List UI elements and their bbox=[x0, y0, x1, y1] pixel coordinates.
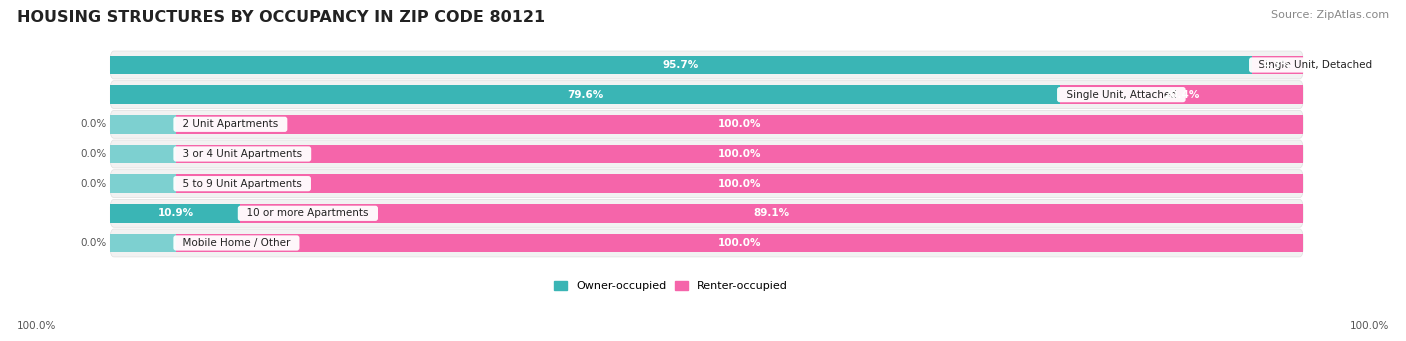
Text: 89.1%: 89.1% bbox=[754, 208, 790, 218]
Bar bbox=[1060, 86, 1303, 104]
Bar bbox=[111, 175, 176, 193]
Text: 100.0%: 100.0% bbox=[17, 321, 56, 331]
FancyBboxPatch shape bbox=[110, 229, 1303, 257]
Text: 100.0%: 100.0% bbox=[1350, 321, 1389, 331]
Bar bbox=[176, 234, 1303, 252]
Text: 2 Unit Apartments: 2 Unit Apartments bbox=[176, 119, 285, 129]
Bar bbox=[176, 175, 1303, 193]
Bar bbox=[111, 86, 1060, 104]
Text: 10.9%: 10.9% bbox=[157, 208, 194, 218]
Text: 0.0%: 0.0% bbox=[80, 179, 107, 189]
Legend: Owner-occupied, Renter-occupied: Owner-occupied, Renter-occupied bbox=[554, 281, 789, 291]
Text: 0.0%: 0.0% bbox=[80, 238, 107, 248]
Text: Source: ZipAtlas.com: Source: ZipAtlas.com bbox=[1271, 10, 1389, 20]
FancyBboxPatch shape bbox=[110, 51, 1303, 79]
Text: Single Unit, Attached: Single Unit, Attached bbox=[1060, 90, 1182, 100]
Text: 20.4%: 20.4% bbox=[1163, 90, 1199, 100]
Text: 79.6%: 79.6% bbox=[567, 90, 603, 100]
Text: 0.0%: 0.0% bbox=[80, 119, 107, 129]
FancyBboxPatch shape bbox=[110, 170, 1303, 197]
Bar bbox=[240, 204, 1303, 223]
Bar bbox=[111, 115, 176, 134]
Text: 10 or more Apartments: 10 or more Apartments bbox=[240, 208, 375, 218]
FancyBboxPatch shape bbox=[110, 199, 1303, 227]
FancyBboxPatch shape bbox=[110, 140, 1303, 168]
Text: Single Unit, Detached: Single Unit, Detached bbox=[1251, 60, 1378, 70]
Text: 100.0%: 100.0% bbox=[717, 238, 761, 248]
Text: HOUSING STRUCTURES BY OCCUPANCY IN ZIP CODE 80121: HOUSING STRUCTURES BY OCCUPANCY IN ZIP C… bbox=[17, 10, 546, 25]
Text: 100.0%: 100.0% bbox=[717, 179, 761, 189]
FancyBboxPatch shape bbox=[110, 110, 1303, 138]
Text: Mobile Home / Other: Mobile Home / Other bbox=[176, 238, 297, 248]
Bar bbox=[1251, 56, 1303, 74]
Text: 100.0%: 100.0% bbox=[717, 119, 761, 129]
FancyBboxPatch shape bbox=[110, 81, 1303, 108]
Bar bbox=[111, 56, 1251, 74]
Text: 4.3%: 4.3% bbox=[1263, 60, 1292, 70]
Text: 5 to 9 Unit Apartments: 5 to 9 Unit Apartments bbox=[176, 179, 308, 189]
Text: 3 or 4 Unit Apartments: 3 or 4 Unit Apartments bbox=[176, 149, 308, 159]
Bar bbox=[111, 204, 240, 223]
Text: 95.7%: 95.7% bbox=[662, 60, 699, 70]
Bar bbox=[176, 145, 1303, 163]
Bar bbox=[176, 115, 1303, 134]
Text: 100.0%: 100.0% bbox=[717, 149, 761, 159]
Bar bbox=[111, 234, 176, 252]
Text: 0.0%: 0.0% bbox=[80, 149, 107, 159]
Bar bbox=[111, 145, 176, 163]
